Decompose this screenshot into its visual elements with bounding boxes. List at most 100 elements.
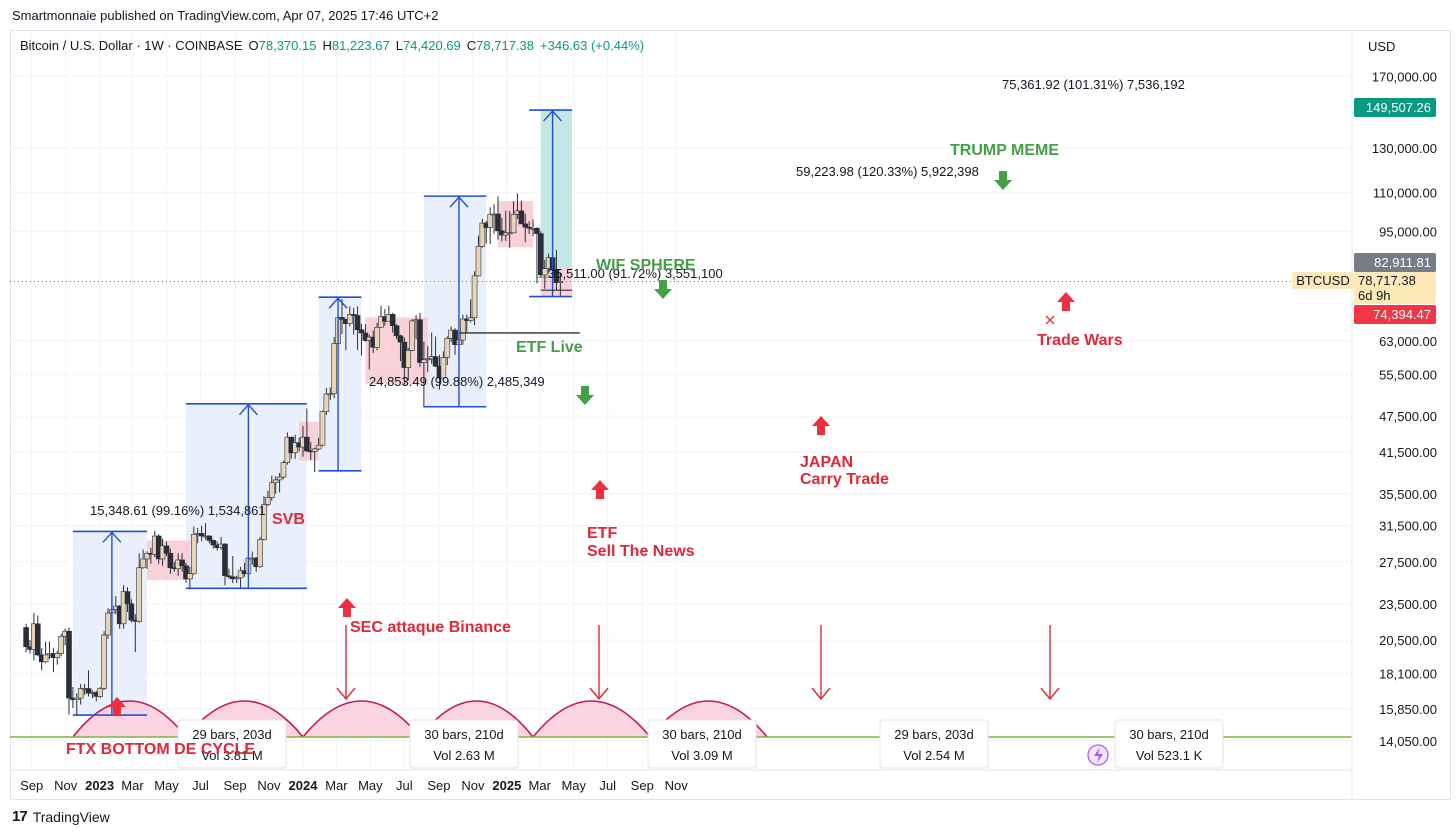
measure-4-label: 59,223.98 (120.33%) 5,922,398: [796, 164, 979, 179]
y-tick-label: 170,000.00: [1372, 69, 1437, 84]
candle-up: [479, 218, 486, 248]
candle-up: [557, 273, 564, 297]
candle-body: [124, 591, 131, 605]
marker-price-badge-bg: [1354, 253, 1436, 272]
x-tick-label: May: [561, 778, 586, 793]
y-tick-label: 47,500.00: [1379, 409, 1437, 424]
cycle-box-4: [879, 719, 989, 769]
candle-body: [136, 567, 142, 622]
candle-down: [23, 623, 29, 653]
cycle-bars-5: 30 bars, 210d: [1129, 727, 1209, 742]
candle-down: [350, 307, 357, 335]
x-tick-label: May: [154, 778, 179, 793]
symbol-header: Bitcoin / U.S. Dollar · 1W · COINBASE O78…: [20, 38, 644, 53]
x-tick-label: Jul: [599, 778, 616, 793]
candle-up: [261, 496, 267, 541]
y-tick-label: 18,100.00: [1379, 666, 1437, 681]
candle-up: [54, 650, 61, 665]
candle-body: [265, 497, 271, 505]
candle-body: [304, 436, 310, 452]
candle-up: [190, 526, 197, 575]
chart-frame: [10, 30, 1451, 800]
candle-down: [50, 648, 57, 672]
candle-up: [323, 387, 330, 416]
candle-body: [526, 226, 532, 229]
cycle-box-1: [177, 719, 287, 769]
candle-body: [350, 314, 357, 316]
candle-up: [378, 305, 384, 328]
candle-body: [362, 332, 369, 341]
symbol-badge-bg: [1292, 272, 1354, 289]
candle-down: [124, 587, 131, 612]
trade-wars-arrow-icon: [1057, 292, 1075, 311]
footer: 17 TradingView: [12, 808, 110, 825]
candle-down: [522, 213, 529, 243]
cycle-vol-1: Vol 3.81 M: [201, 748, 262, 763]
candle-body: [23, 627, 29, 648]
x-tick-label: Nov: [54, 778, 78, 793]
candle-down: [417, 312, 423, 368]
candle-body: [522, 223, 529, 228]
candle-body: [378, 316, 384, 328]
candle-body: [187, 573, 193, 580]
etf-sell-arrow-icon: [591, 480, 609, 499]
sec-label: SEC attaque Binance: [350, 619, 511, 636]
candle-down: [393, 324, 400, 340]
wif-arrow-icon: [654, 280, 672, 299]
x-tick-label: Nov: [257, 778, 281, 793]
candle-up: [467, 299, 474, 323]
candle-body: [226, 575, 232, 578]
cycle-arc-line: [532, 700, 651, 738]
trump-label: TRUMP MEME: [950, 142, 1059, 159]
candle-up: [315, 437, 322, 451]
candle-body: [467, 317, 474, 321]
candle-up: [541, 260, 548, 289]
y-tick-label: 55,500.00: [1379, 368, 1437, 383]
open-value: 78,370.15: [259, 38, 317, 53]
candle-body: [85, 688, 92, 694]
stop-price-badge-bg: [1354, 305, 1436, 324]
candle-up: [237, 566, 244, 589]
wif-label: WIF SPHERE: [596, 257, 696, 274]
x-tick-label: Mar: [325, 778, 348, 793]
candle-body: [128, 603, 135, 621]
cycle-arc-line: [72, 700, 187, 738]
candle-body: [534, 228, 540, 234]
candle-up: [120, 585, 127, 629]
footer-brand[interactable]: TradingView: [32, 808, 110, 825]
candle-down: [222, 543, 228, 586]
candle-down: [526, 221, 532, 234]
candle-down: [179, 553, 185, 572]
candle-body: [140, 558, 146, 569]
candle-up: [319, 410, 326, 447]
cycle-vol-5: Vol 523.1 K: [1136, 748, 1203, 763]
candle-body: [557, 281, 564, 283]
measure-2-arrowhead: [238, 403, 258, 416]
ftx-label: FTX BOTTOM DE CYCLE: [66, 741, 255, 758]
candle-body: [206, 535, 213, 541]
y-tick-label: 20,500.00: [1379, 633, 1437, 648]
candle-down: [206, 535, 213, 544]
candle-body: [506, 232, 513, 235]
candle-down: [226, 568, 232, 579]
candle-body: [518, 210, 525, 225]
candle-body: [210, 540, 217, 546]
candle-body: [346, 314, 353, 324]
candle-body: [66, 630, 72, 699]
low-value: 74,420.69: [403, 38, 461, 53]
candle-body: [179, 559, 185, 567]
candle-body: [54, 653, 61, 658]
candle-down: [167, 548, 174, 574]
measure-box-2: [185, 403, 307, 589]
cycle-bars-2: 30 bars, 210d: [424, 727, 504, 742]
cycle-box-2: [409, 719, 519, 769]
candle-up: [444, 336, 451, 366]
target-zone: [540, 110, 573, 268]
candle-body: [280, 462, 287, 478]
candle-body: [553, 269, 560, 283]
target-price-badge: 149,507.26: [1366, 100, 1431, 115]
candle-body: [374, 326, 380, 348]
candle-body: [167, 552, 174, 569]
